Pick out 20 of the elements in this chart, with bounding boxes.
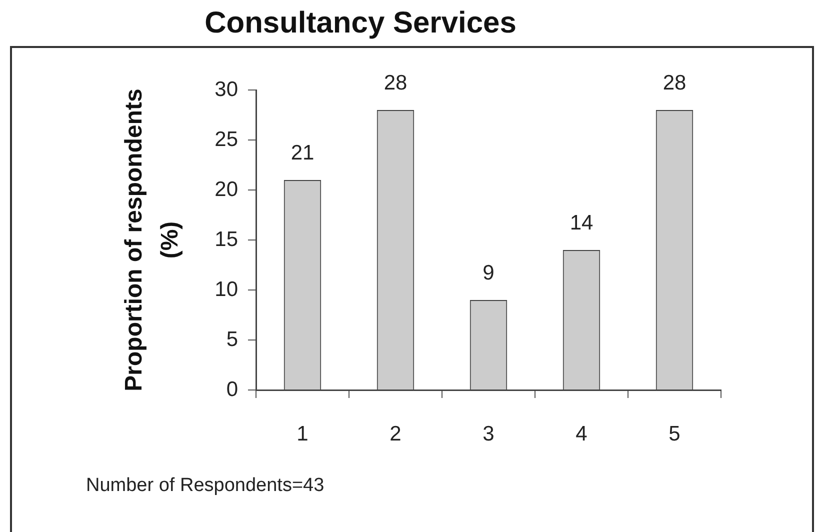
chart-title: Consultancy Services (204, 6, 516, 40)
y-tick-label: 20 (214, 178, 238, 201)
y-tick-label: 30 (214, 78, 238, 101)
data-label: 28 (662, 71, 686, 94)
data-label: 28 (384, 71, 408, 94)
y-axis-title: Proportion of respondents (%) (120, 88, 184, 392)
data-label: 14 (570, 211, 594, 234)
y-tick-label: 15 (214, 228, 238, 251)
y-tick-label: 10 (214, 278, 238, 301)
x-tick-label: 4 (576, 422, 588, 446)
text: Number of Respondents=43 (86, 475, 324, 496)
y-tick-label: 25 (214, 128, 238, 151)
y-tick-label: 0 (226, 378, 238, 401)
x-tick-label: 2 (390, 422, 402, 446)
x-tick-label: 5 (668, 422, 680, 446)
x-tick-label: 1 (296, 422, 308, 446)
x-tick-label: 3 (482, 422, 494, 446)
y-tick-label: 5 (226, 328, 238, 351)
data-label: 21 (290, 141, 314, 164)
data-label: 9 (482, 261, 494, 284)
